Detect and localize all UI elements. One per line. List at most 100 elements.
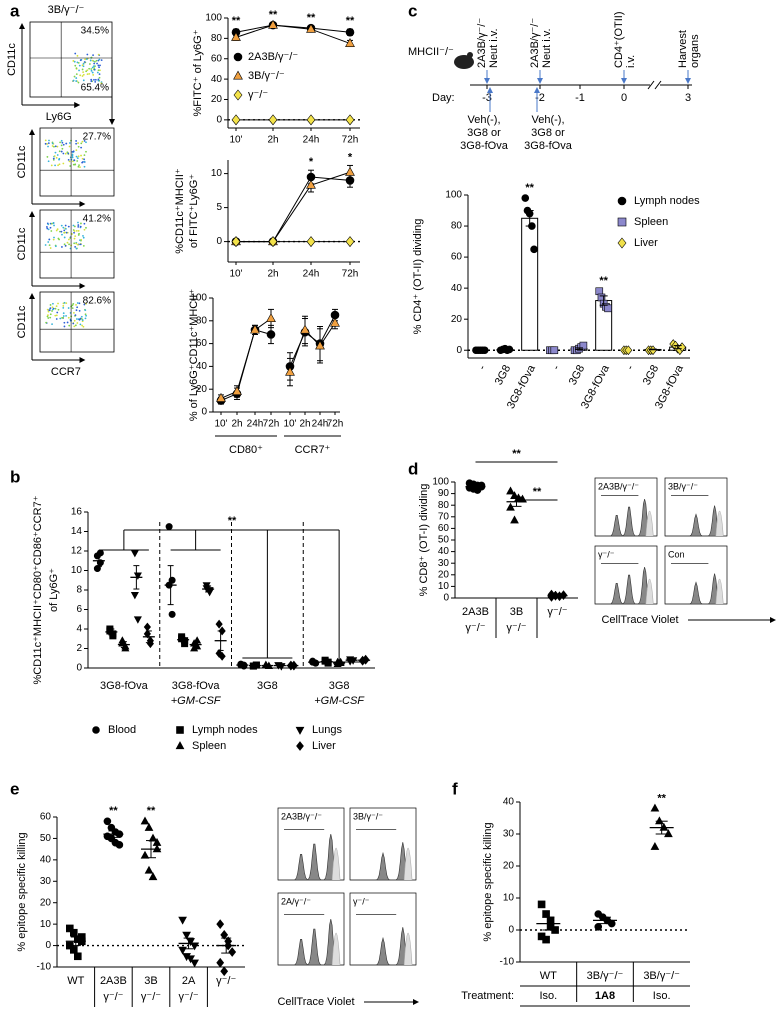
data-point	[140, 850, 150, 859]
series-line	[220, 318, 272, 399]
flow-event	[74, 235, 77, 238]
flow-event	[74, 324, 77, 327]
histogram-control	[645, 511, 654, 537]
flow-event	[51, 145, 54, 147]
flow-event	[90, 80, 93, 83]
data-point	[220, 966, 229, 977]
data-point	[182, 931, 191, 940]
x-tick-label: WT	[67, 975, 84, 987]
flow-event	[51, 308, 54, 311]
flow-x-label: Ly6G	[46, 111, 72, 123]
histogram-label: 3B/γ⁻/⁻	[353, 811, 383, 821]
flow-event	[88, 63, 91, 65]
x-tick-label: 3B	[144, 975, 157, 987]
event-label: 2A3B/γ⁻/⁻	[476, 18, 488, 68]
flow-event	[61, 233, 63, 236]
y-tick-label: 20	[211, 94, 223, 105]
event-label: 2A3B/γ⁻/⁻	[529, 18, 541, 68]
legend-marker	[295, 726, 305, 735]
flow-x-label: CCR7	[51, 366, 81, 378]
x-tick-label: 2h	[299, 419, 310, 430]
flow-event	[66, 151, 69, 154]
flow-event	[68, 243, 70, 246]
flow-event	[55, 305, 58, 308]
flow-event	[52, 221, 55, 224]
flow-event	[63, 325, 66, 328]
flow-event	[74, 163, 77, 166]
y-tick-label: 10	[503, 893, 515, 904]
flow-event	[47, 317, 50, 319]
flow-event	[77, 243, 79, 246]
flow-event	[75, 318, 78, 320]
flow-event	[68, 160, 71, 163]
y-tick-label: 10	[211, 168, 223, 179]
flow-event	[71, 154, 74, 157]
flow-event	[46, 156, 49, 158]
x-tick-label: 10'	[229, 135, 242, 146]
y-tick-label: 60	[438, 523, 450, 534]
data-point	[306, 236, 316, 248]
flow-event	[75, 242, 78, 245]
x-tick-label: 3B	[510, 606, 523, 618]
significance: **	[147, 805, 156, 817]
group-label: CD80⁺	[229, 444, 263, 456]
event-label: CD4⁺(OTII)	[613, 11, 625, 68]
flow-event	[52, 238, 55, 241]
flow-event	[61, 316, 63, 319]
flow-event	[93, 60, 96, 63]
flow-event	[44, 244, 47, 246]
y-tick-label: 5	[216, 202, 222, 213]
flow-event	[75, 142, 78, 145]
event-label: Neut i.v.	[488, 28, 500, 68]
panel-label: a	[10, 1, 20, 20]
data-point	[168, 610, 176, 618]
flow-event	[72, 322, 75, 325]
panel-label: c	[408, 1, 417, 20]
data-point	[550, 346, 559, 355]
flow-event	[82, 79, 85, 82]
data-point	[228, 947, 237, 957]
series-line	[289, 322, 336, 373]
flow-event	[75, 304, 77, 306]
y-tick-label: 10	[71, 565, 83, 576]
y-tick-label: 0	[216, 114, 222, 125]
y-axis-label: %FITC⁺ of Ly6G⁺	[192, 29, 204, 116]
x-tick-label: 2h	[267, 269, 278, 280]
flow-event	[51, 310, 53, 312]
y-tick-label: 0	[216, 236, 222, 247]
flow-event	[63, 301, 66, 304]
flow-event	[83, 160, 86, 163]
flow-event	[75, 229, 78, 232]
data-point	[205, 589, 214, 597]
flow-event	[90, 69, 93, 72]
y-axis-label: % epitope specific killing	[482, 822, 494, 941]
flow-event	[78, 64, 81, 67]
data-point	[345, 114, 355, 126]
y-axis-label: % CD8⁺ (OT-I) dividing	[418, 484, 430, 597]
legend-label: Spleen	[634, 216, 668, 228]
legend-label: Lymph nodes	[192, 724, 258, 736]
flow-event	[82, 62, 85, 65]
flow-event	[67, 238, 70, 241]
flow-event	[62, 162, 65, 165]
significance: **	[599, 275, 608, 287]
flow-event	[98, 76, 101, 79]
flow-event	[83, 158, 86, 161]
y-tick-label: 0	[443, 593, 449, 604]
flow-event	[63, 229, 66, 232]
x-tick-note: γ⁻/⁻	[141, 991, 161, 1003]
flow-event	[88, 67, 91, 70]
panel-label: b	[10, 467, 20, 486]
flow-event	[54, 145, 57, 148]
x-tick-label: 2A	[182, 975, 196, 987]
flow-event	[66, 241, 69, 244]
x-tick-label: 3B/γ⁻/⁻	[587, 970, 624, 982]
flow-event	[93, 78, 95, 81]
legend-label: Liver	[312, 740, 336, 752]
data-point	[268, 19, 278, 29]
mouse-icon	[454, 55, 474, 69]
flow-event	[79, 225, 82, 228]
flow-event	[81, 140, 84, 143]
data-point	[118, 636, 127, 644]
flow-event	[78, 164, 80, 167]
